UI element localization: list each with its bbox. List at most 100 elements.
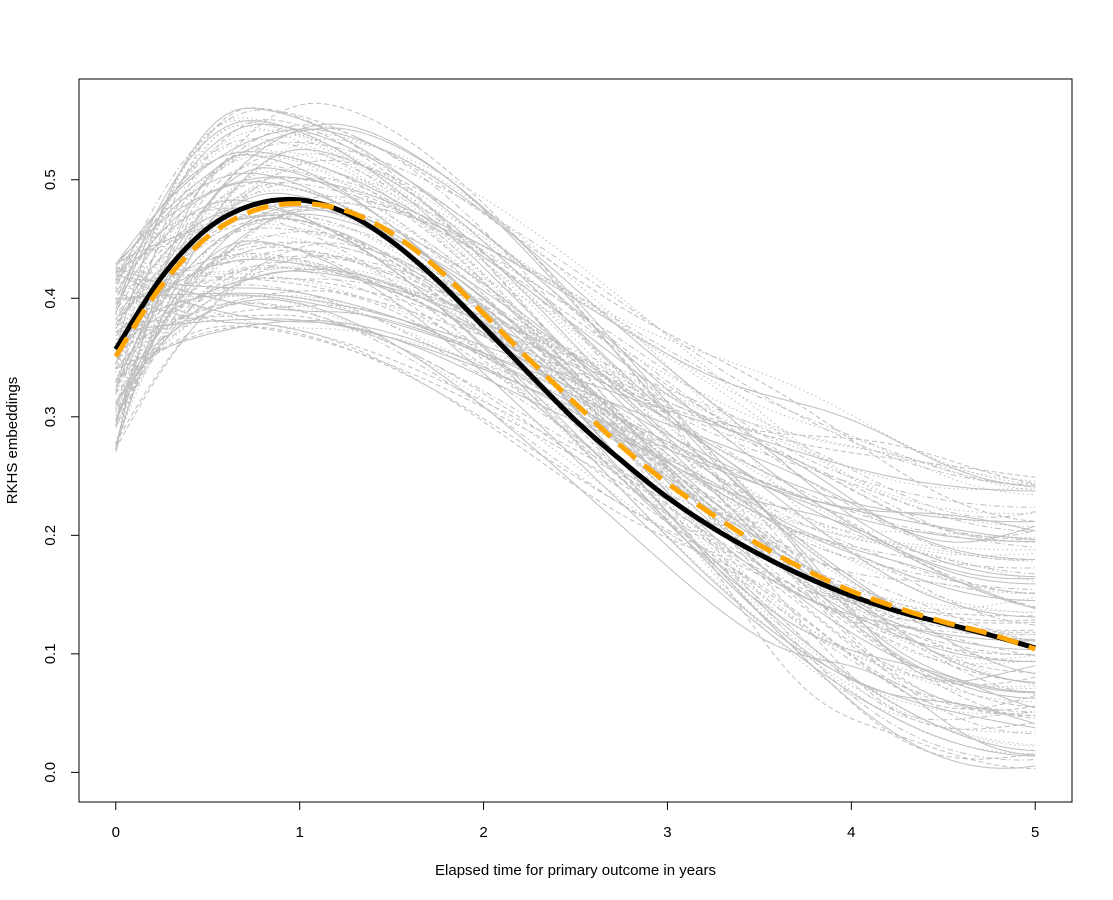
individual-curve bbox=[115, 255, 1036, 490]
individual-curve bbox=[115, 295, 1036, 614]
individual-curve bbox=[115, 202, 1036, 496]
individual-curve bbox=[115, 314, 1036, 710]
individual-curve bbox=[115, 241, 1036, 642]
individual-curve bbox=[115, 189, 1036, 635]
individual-curve bbox=[115, 267, 1036, 613]
y-tick-label: 0.3 bbox=[42, 406, 59, 427]
y-tick-label: 0.4 bbox=[42, 288, 59, 309]
individual-curve bbox=[115, 153, 1036, 485]
individual-curve bbox=[115, 120, 1036, 699]
individual-curve bbox=[115, 294, 1036, 543]
individual-curve bbox=[115, 107, 1036, 522]
individual-curve bbox=[115, 138, 1036, 590]
individual-curve bbox=[115, 138, 1036, 515]
individual-curve bbox=[115, 230, 1036, 657]
individual-curve bbox=[115, 290, 1036, 720]
individual-curve bbox=[115, 128, 1036, 577]
individual-curve bbox=[115, 154, 1036, 769]
individual-curve bbox=[115, 302, 1036, 626]
individual-curve bbox=[115, 266, 1036, 518]
y-tick-label: 0.5 bbox=[42, 169, 59, 190]
individual-curve bbox=[115, 223, 1036, 556]
individual-curve bbox=[115, 213, 1036, 721]
individual-curve bbox=[115, 133, 1036, 562]
individual-curve bbox=[115, 295, 1036, 685]
individual-curve bbox=[115, 234, 1036, 746]
x-tick-label: 1 bbox=[295, 824, 303, 841]
x-tick-label: 5 bbox=[1031, 824, 1039, 841]
individual-curve bbox=[115, 199, 1036, 709]
individual-curve bbox=[115, 273, 1036, 551]
individual-curve bbox=[115, 258, 1036, 532]
individual-curve bbox=[115, 254, 1036, 482]
individual-curve bbox=[115, 196, 1036, 561]
mean-embedding-line bbox=[113, 196, 1036, 651]
estimated-embedding-line bbox=[113, 200, 1037, 652]
individual-curve bbox=[115, 240, 1036, 757]
individual-curve bbox=[115, 246, 1036, 533]
x-tick-label: 4 bbox=[847, 824, 855, 841]
individual-curve bbox=[115, 129, 1036, 642]
individual-curve bbox=[115, 278, 1036, 484]
individual-curve bbox=[115, 261, 1036, 595]
individual-curve bbox=[115, 141, 1036, 486]
y-tick-label: 0.1 bbox=[42, 643, 59, 664]
y-axis-title: RKHS embeddings bbox=[4, 377, 21, 505]
individual-curve bbox=[115, 278, 1036, 717]
individual-curve bbox=[115, 275, 1036, 542]
individual-curve bbox=[115, 177, 1036, 761]
individual-curve bbox=[115, 201, 1036, 488]
x-tick-label: 2 bbox=[479, 824, 487, 841]
individual-curve bbox=[115, 159, 1036, 624]
individual-curve bbox=[115, 242, 1036, 716]
individual-curve bbox=[115, 176, 1036, 487]
individual-curve bbox=[115, 151, 1036, 560]
individual-curves-group bbox=[115, 102, 1036, 769]
individual-curve bbox=[115, 302, 1036, 713]
individual-curve bbox=[115, 124, 1036, 695]
individual-curve bbox=[115, 325, 1036, 617]
individual-curve bbox=[115, 192, 1036, 694]
individual-curve bbox=[115, 148, 1036, 693]
x-axis: 0 1 2 3 4 5 bbox=[112, 801, 1039, 841]
individual-curve bbox=[115, 241, 1036, 569]
individual-curve bbox=[115, 264, 1036, 608]
individual-curve bbox=[115, 155, 1036, 708]
individual-curve bbox=[115, 182, 1036, 508]
individual-curve bbox=[115, 207, 1036, 769]
individual-curve bbox=[115, 295, 1036, 595]
x-axis-title: Elapsed time for primary outcome in year… bbox=[435, 862, 716, 879]
individual-curve bbox=[115, 252, 1036, 575]
y-tick-label: 0.2 bbox=[42, 525, 59, 546]
individual-curve bbox=[115, 204, 1036, 733]
individual-curve bbox=[115, 268, 1036, 539]
individual-curve bbox=[115, 172, 1036, 725]
individual-curve bbox=[115, 177, 1036, 543]
individual-curve bbox=[115, 256, 1036, 686]
individual-curve bbox=[115, 249, 1036, 594]
individual-curve bbox=[115, 151, 1036, 747]
individual-curve bbox=[115, 270, 1036, 523]
individual-curve bbox=[115, 318, 1036, 540]
x-tick-label: 3 bbox=[663, 824, 671, 841]
individual-curve bbox=[115, 169, 1036, 527]
individual-curve bbox=[115, 319, 1036, 585]
individual-curve bbox=[115, 164, 1036, 655]
individual-curve bbox=[115, 117, 1036, 660]
individual-curve bbox=[115, 169, 1036, 610]
individual-curve bbox=[115, 227, 1036, 541]
individual-curve bbox=[115, 213, 1036, 618]
individual-curve bbox=[115, 181, 1036, 650]
individual-curve bbox=[115, 206, 1036, 663]
individual-curve bbox=[115, 217, 1036, 760]
individual-curve bbox=[115, 125, 1036, 703]
individual-curve bbox=[115, 276, 1036, 478]
y-axis: 0.0 0.1 0.2 0.3 0.4 0.5 bbox=[42, 169, 80, 783]
main-series-group bbox=[113, 196, 1037, 652]
x-tick-label: 0 bbox=[112, 824, 120, 841]
individual-curve bbox=[115, 109, 1036, 735]
individual-curve bbox=[115, 255, 1036, 548]
y-tick-label: 0.0 bbox=[42, 762, 59, 783]
individual-curve bbox=[115, 212, 1036, 688]
